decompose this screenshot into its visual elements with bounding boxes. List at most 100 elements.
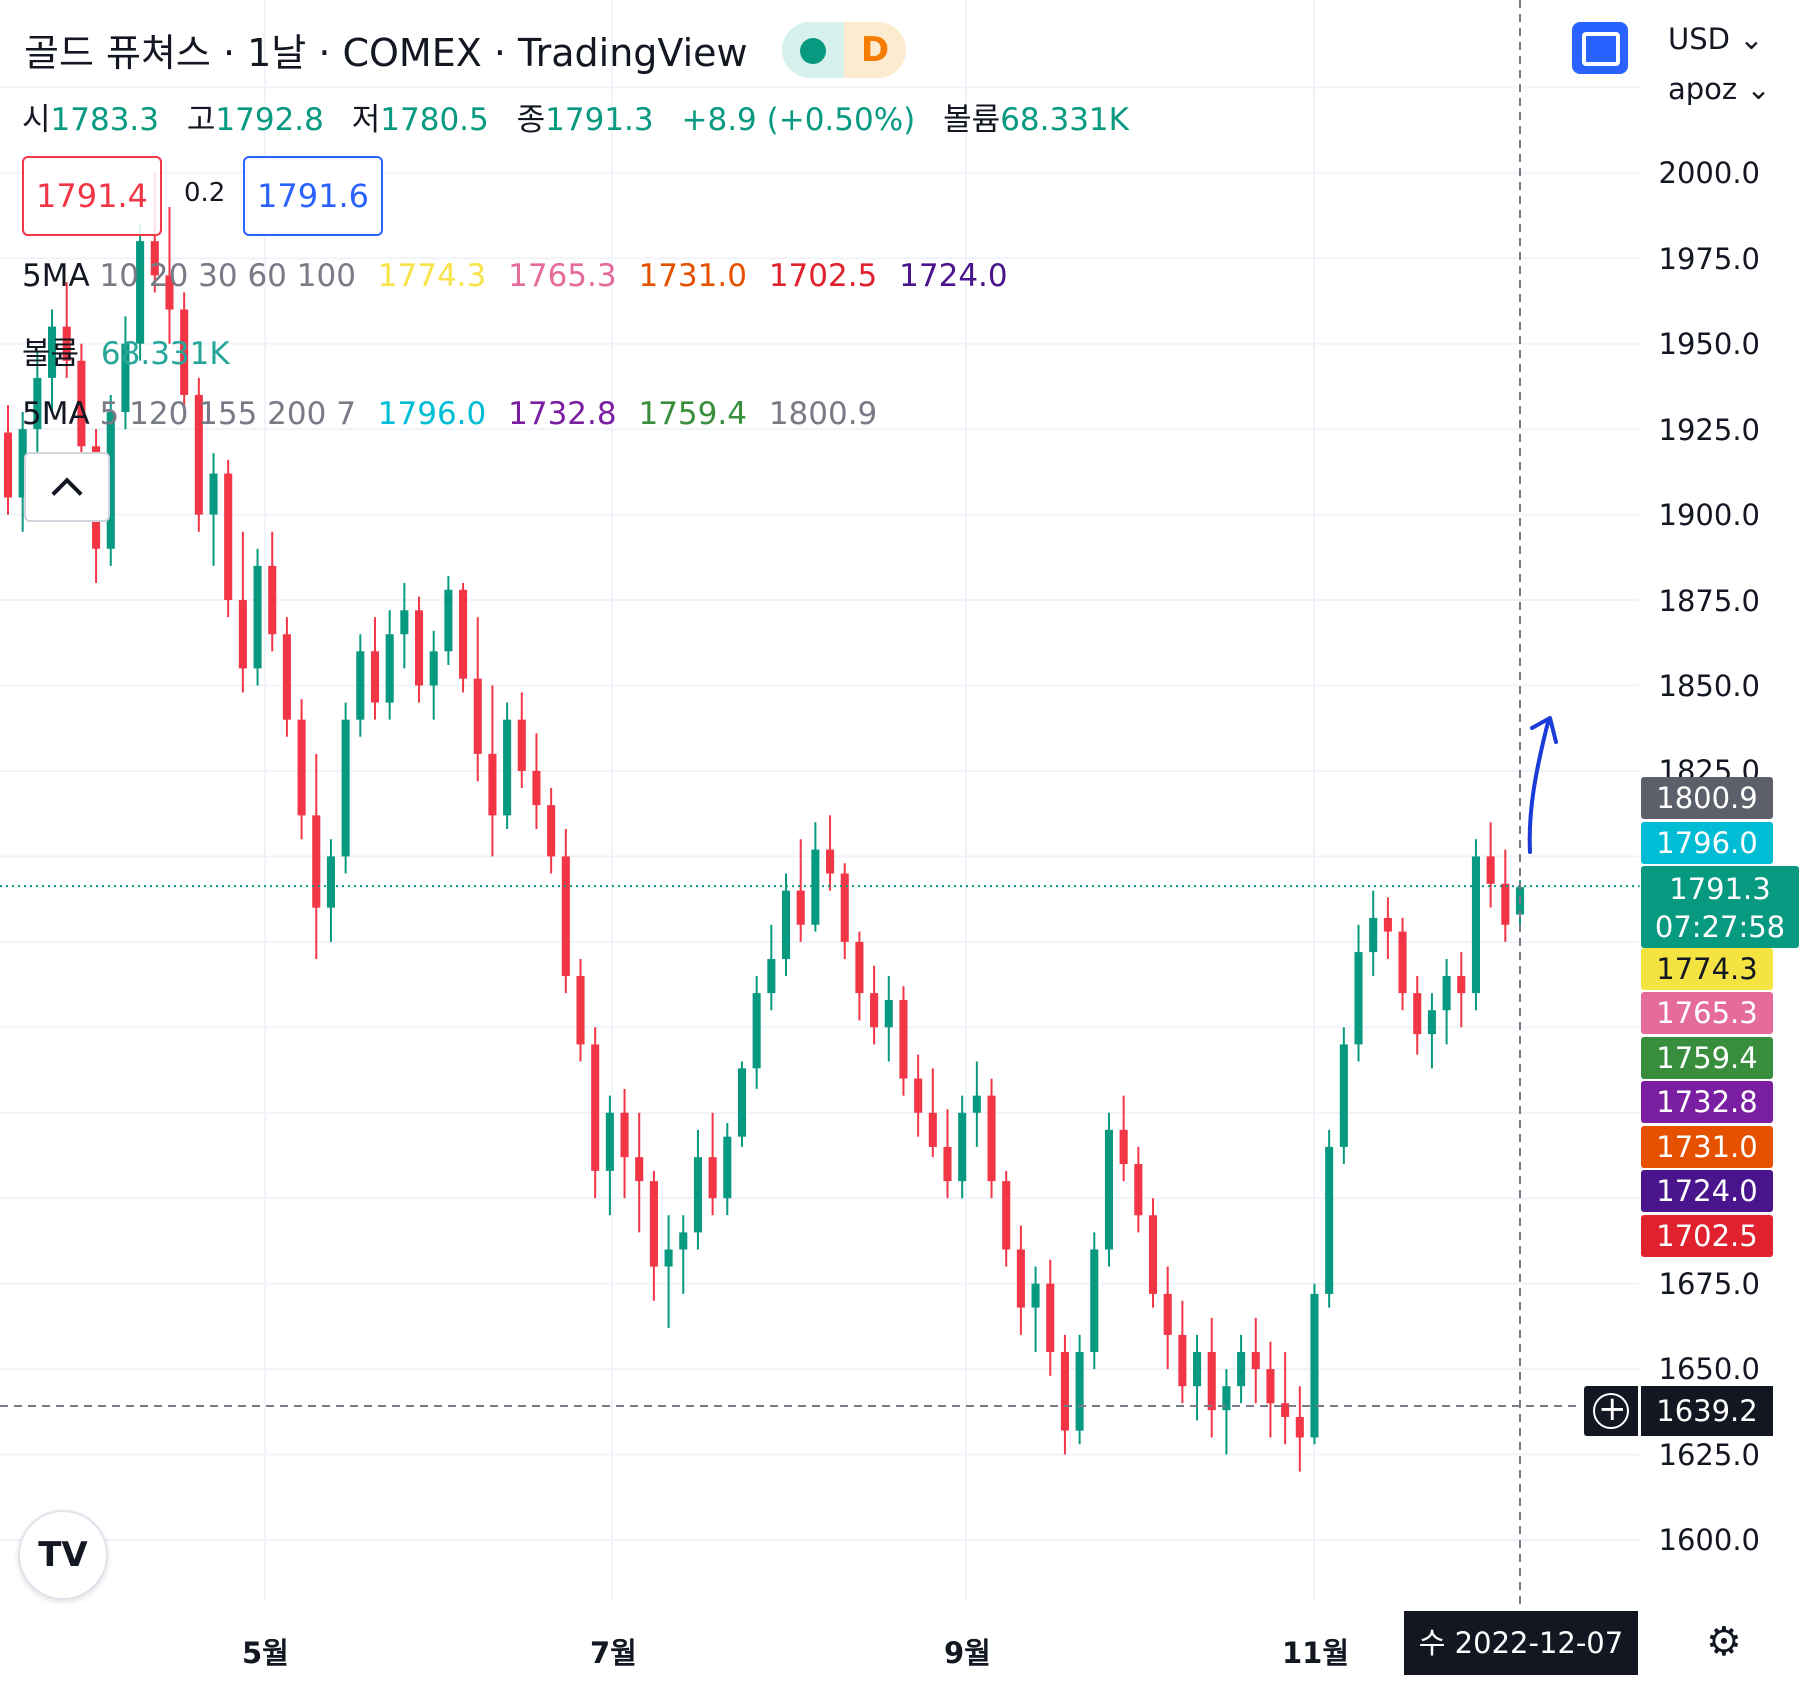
indicator-value: 1765.3	[508, 258, 617, 294]
buy-button[interactable]: 1791.6	[243, 156, 383, 236]
indicator-ma-2[interactable]: 5MA 5 120 155 200 7 1796.0 1732.8 1759.4…	[22, 396, 877, 432]
sell-button[interactable]: 1791.4	[22, 156, 162, 236]
candle-body	[370, 651, 380, 703]
candle-body	[180, 309, 189, 395]
candle-body	[1501, 883, 1510, 925]
ma-price-pill: 1765.3	[1641, 992, 1773, 1034]
candle-body	[972, 1095, 981, 1113]
price-axis-label: 1825.0	[1658, 754, 1760, 780]
crosshair-price-label: 1639.2	[1641, 1386, 1773, 1436]
candle-body	[33, 377, 42, 430]
candle-body	[855, 941, 864, 994]
candle-body	[268, 565, 277, 635]
candle-body	[1486, 856, 1495, 884]
candle-body	[341, 719, 350, 857]
indicator-value: 1796.0	[377, 396, 487, 432]
candle-body	[737, 1068, 747, 1137]
candle-body	[781, 890, 791, 959]
ma-price-pill: 1702.5	[1641, 1215, 1773, 1257]
market-status-icon[interactable]	[782, 22, 844, 78]
close-value: 1791.3	[545, 102, 654, 138]
collapse-legend-button[interactable]	[24, 452, 110, 522]
price-axis-label: 1600.0	[1658, 1523, 1760, 1557]
spread-value: 0.2	[184, 178, 226, 208]
user-menu[interactable]: apoz ⌄	[1668, 72, 1771, 106]
candle-body	[561, 856, 570, 977]
currency-selector[interactable]: USD ⌄	[1668, 22, 1764, 56]
indicator-ma-1[interactable]: 5MA 10 20 30 60 100 1774.3 1765.3 1731.0…	[22, 258, 1008, 294]
candle-body	[1383, 917, 1392, 932]
ma-price-pill: 1724.0	[1641, 1170, 1773, 1212]
indicator-value: 1731.0	[638, 258, 747, 294]
candle-body	[1281, 1403, 1290, 1417]
candle-body	[635, 1157, 644, 1182]
candle-body	[899, 999, 908, 1079]
candle-body	[811, 849, 820, 925]
drawn-arrow-shaft	[1527, 720, 1550, 854]
price-axis-label: 1950.0	[1658, 327, 1760, 361]
time-axis-label: 5월	[242, 1636, 289, 1670]
candle-body	[106, 412, 115, 549]
candle-body	[224, 473, 233, 601]
candle-body	[1427, 1010, 1436, 1035]
ma-price-pill: 1732.8	[1641, 1081, 1773, 1123]
tradingview-logo-icon[interactable]: TV	[18, 1510, 108, 1600]
candle-body	[693, 1157, 702, 1233]
candle-body	[459, 589, 468, 679]
ma-price-pill: 1759.4	[1641, 1037, 1773, 1079]
candle-body	[1339, 1044, 1348, 1147]
candle-body	[1354, 952, 1363, 1045]
price-axis-label: 1900.0	[1658, 498, 1760, 532]
candle-body	[1222, 1386, 1231, 1411]
current-price-pill: 1791.3 07:27:58	[1641, 866, 1799, 948]
add-alert-button[interactable]	[1584, 1386, 1638, 1436]
candle-body	[165, 275, 174, 310]
close-key: 종	[516, 102, 546, 138]
current-price: 1791.3	[1669, 872, 1771, 906]
candle-body	[136, 241, 145, 344]
indicator-name: 5MA	[22, 396, 90, 432]
candle-body	[1148, 1215, 1158, 1294]
time-axis-label: 9월	[944, 1636, 991, 1670]
indicator-volume[interactable]: 볼륨 68.331K	[22, 328, 230, 373]
candle-body	[400, 610, 409, 635]
candle-body	[605, 1112, 614, 1171]
settings-gear-icon[interactable]: ⚙	[1706, 1619, 1742, 1665]
fullscreen-icon[interactable]	[1572, 22, 1628, 74]
price-axis-label: 1875.0	[1658, 584, 1760, 618]
candle-body	[708, 1157, 717, 1199]
candle-body	[503, 719, 512, 816]
candle-body	[1237, 1352, 1246, 1387]
interval-badge[interactable]: D	[844, 22, 906, 78]
indicator-value: 1702.5	[768, 258, 878, 294]
candle-body	[591, 1044, 600, 1171]
candle-body	[1266, 1369, 1275, 1404]
candle-body	[238, 600, 247, 669]
candle-body	[928, 1112, 937, 1147]
indicator-value: 1724.0	[899, 258, 1008, 294]
crosshair-date-label: 수 2022-12-07	[1404, 1611, 1638, 1675]
price-axis-label: 1850.0	[1658, 669, 1760, 703]
ma-price-pill: 1796.0	[1641, 822, 1773, 864]
candle-body	[767, 958, 776, 994]
candle-body	[679, 1232, 688, 1250]
candle-body	[473, 678, 482, 754]
volume-key: 볼륨	[943, 102, 1001, 138]
bar-countdown: 07:27:58	[1654, 910, 1786, 944]
open-key: 시	[22, 102, 51, 138]
candle-body	[1178, 1334, 1187, 1387]
chart-title: 골드 퓨쳐스 · 1날 · COMEX · TradingView	[24, 31, 748, 75]
candle-body	[488, 753, 497, 816]
candle-body	[649, 1181, 658, 1267]
indicator-params: 5 120 155 200 7	[99, 396, 356, 432]
user-label: apoz	[1668, 72, 1738, 106]
chevron-down-icon: ⌄	[1739, 22, 1764, 56]
candle-body	[1325, 1146, 1334, 1294]
high-value: 1792.8	[215, 102, 324, 138]
candle-body	[326, 856, 335, 908]
candle-body	[385, 634, 394, 703]
currency-label: USD	[1668, 22, 1730, 56]
candle-body	[884, 999, 893, 1028]
candle-body	[1193, 1352, 1202, 1387]
